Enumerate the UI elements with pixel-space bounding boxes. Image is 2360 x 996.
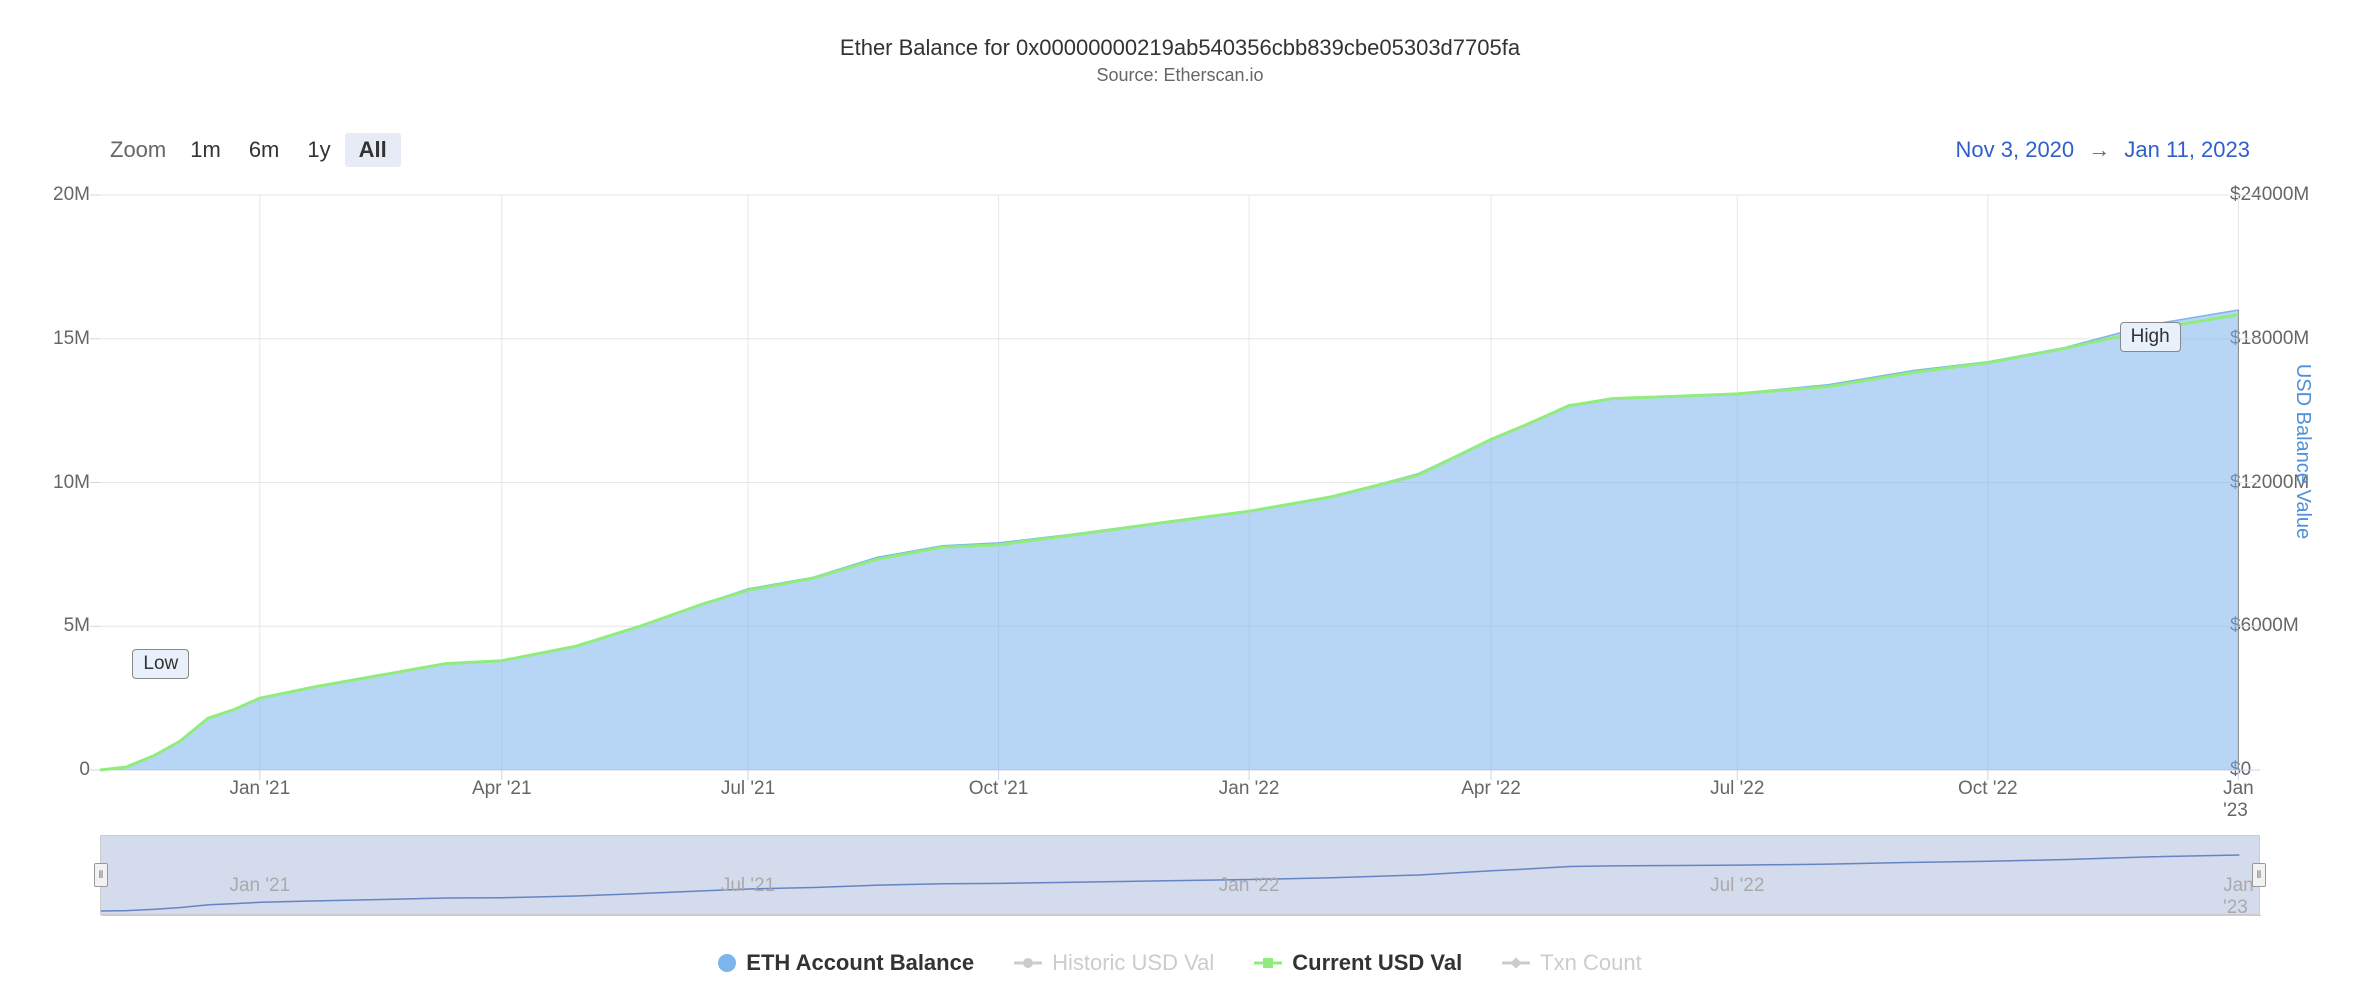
legend-line-square-icon <box>1254 954 1282 972</box>
date-arrow-icon: → <box>2088 137 2110 162</box>
y-left-tick-label: 10M <box>53 472 90 494</box>
x-tick-label: Apr '21 <box>472 778 532 800</box>
navigator-x-tick-label: Jan '22 <box>1219 875 1280 897</box>
x-tick-label: Oct '21 <box>969 778 1029 800</box>
legend-item-current-usd[interactable]: Current USD Val <box>1254 950 1462 976</box>
navigator-x-tick-label: Jul '22 <box>1710 875 1764 897</box>
y-right-axis-title: USD Balance Value <box>2291 364 2314 539</box>
date-range: Nov 3, 2020 → Jan 11, 2023 <box>1956 137 2250 163</box>
zoom-group: Zoom 1m 6m 1y All <box>110 133 401 167</box>
x-axis-labels: Jan '21 Apr '21 Jul '21 Oct '21 Jan '22 Apr '… <box>100 778 2260 808</box>
low-badge: Low <box>132 649 189 679</box>
title-block: Ether Balance for 0x00000000219ab540356c… <box>0 0 2360 86</box>
navigator-x-tick-label: Jan '23 <box>2223 875 2254 919</box>
legend-label: Current USD Val <box>1292 950 1462 976</box>
x-tick-label: Jul '22 <box>1710 778 1764 800</box>
navigator-handle-right[interactable]: ⦀ <box>2252 863 2266 887</box>
y-left-tick-label: 5M <box>64 615 90 637</box>
navigator-x-labels: Jan '21Jul '21Jan '22Jul '22Jan '23 <box>100 895 2260 925</box>
controls-row: Zoom 1m 6m 1y All Nov 3, 2020 → Jan 11, … <box>110 130 2250 170</box>
x-tick-label: Jan '22 <box>1219 778 1280 800</box>
y-left-axis-labels: 05M10M15M20M <box>20 195 100 770</box>
plot-svg <box>100 195 2260 770</box>
zoom-1m-button[interactable]: 1m <box>176 133 235 167</box>
legend-item-historic-usd[interactable]: Historic USD Val <box>1014 950 1214 976</box>
x-tick-label: Apr '22 <box>1461 778 1521 800</box>
legend-line-diamond-icon <box>1502 954 1530 972</box>
legend: ETH Account Balance Historic USD Val Cur… <box>0 950 2360 976</box>
chart-subtitle: Source: Etherscan.io <box>0 65 2360 86</box>
chart-title: Ether Balance for 0x00000000219ab540356c… <box>0 35 2360 61</box>
high-badge: High <box>2120 322 2181 352</box>
navigator-handle-left[interactable]: ⦀ <box>94 863 108 887</box>
x-tick-label: Jul '21 <box>721 778 775 800</box>
y-left-tick-label: 20M <box>53 184 90 206</box>
zoom-all-button[interactable]: All <box>345 133 401 167</box>
date-to[interactable]: Jan 11, 2023 <box>2124 137 2250 162</box>
legend-circle-icon <box>718 954 736 972</box>
chart-container: Ether Balance for 0x00000000219ab540356c… <box>0 0 2360 996</box>
y-left-tick-label: 15M <box>53 328 90 350</box>
zoom-1y-button[interactable]: 1y <box>293 133 344 167</box>
zoom-6m-button[interactable]: 6m <box>235 133 294 167</box>
legend-label: ETH Account Balance <box>746 950 974 976</box>
y-left-tick-label: 0 <box>79 759 90 781</box>
legend-line-dot-icon <box>1014 954 1042 972</box>
legend-label: Historic USD Val <box>1052 950 1214 976</box>
legend-label: Txn Count <box>1540 950 1642 976</box>
navigator-x-tick-label: Jan '21 <box>229 875 290 897</box>
navigator-x-tick-label: Jul '21 <box>721 875 775 897</box>
zoom-label: Zoom <box>110 137 166 163</box>
plot-area[interactable]: Low High <box>100 195 2260 770</box>
legend-item-eth-balance[interactable]: ETH Account Balance <box>718 950 974 976</box>
x-tick-label: Oct '22 <box>1958 778 2018 800</box>
x-tick-label: Jan '21 <box>229 778 290 800</box>
x-tick-label: Jan '23 <box>2223 778 2254 822</box>
legend-item-txn-count[interactable]: Txn Count <box>1502 950 1642 976</box>
date-from[interactable]: Nov 3, 2020 <box>1956 137 2075 162</box>
